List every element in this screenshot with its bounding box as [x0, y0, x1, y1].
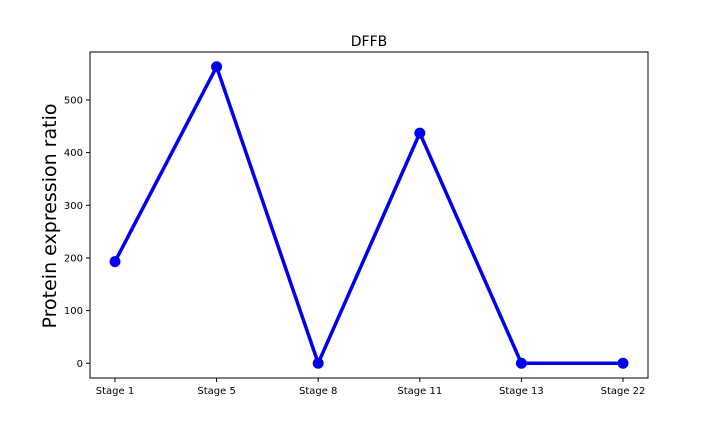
x-tick-label: Stage 22: [601, 386, 646, 397]
y-tick-label: 300: [64, 201, 83, 212]
x-tick-label: Stage 13: [499, 386, 544, 397]
x-tick-label: Stage 8: [299, 386, 337, 397]
y-tick-label: 0: [77, 359, 83, 370]
x-tick-label: Stage 11: [397, 386, 442, 397]
plot-area-frame: [89, 51, 649, 379]
chart-title: DFFB: [351, 34, 388, 50]
data-point: [617, 357, 629, 369]
y-axis-label: Protein expression ratio: [39, 104, 61, 329]
x-axis: Stage 1 Stage 5 Stage 8 Stage 11 Stage 13 Sta…: [96, 378, 646, 397]
y-tick-label: 100: [64, 306, 83, 317]
data-point: [211, 61, 223, 73]
series-line: [113, 62, 623, 369]
series-layer: [109, 61, 629, 369]
y-tick-label: 200: [64, 253, 83, 264]
x-tick-label: Stage 5: [197, 386, 235, 397]
y-tick-label: 400: [64, 148, 83, 159]
y-axis: 0 100 200 300 400 500: [64, 95, 90, 370]
data-point: [109, 256, 121, 268]
y-tick-label: 500: [64, 95, 83, 106]
data-point: [414, 127, 426, 139]
data-point: [312, 357, 324, 369]
x-tick-label: Stage 1: [96, 386, 134, 397]
data-point: [515, 357, 527, 369]
